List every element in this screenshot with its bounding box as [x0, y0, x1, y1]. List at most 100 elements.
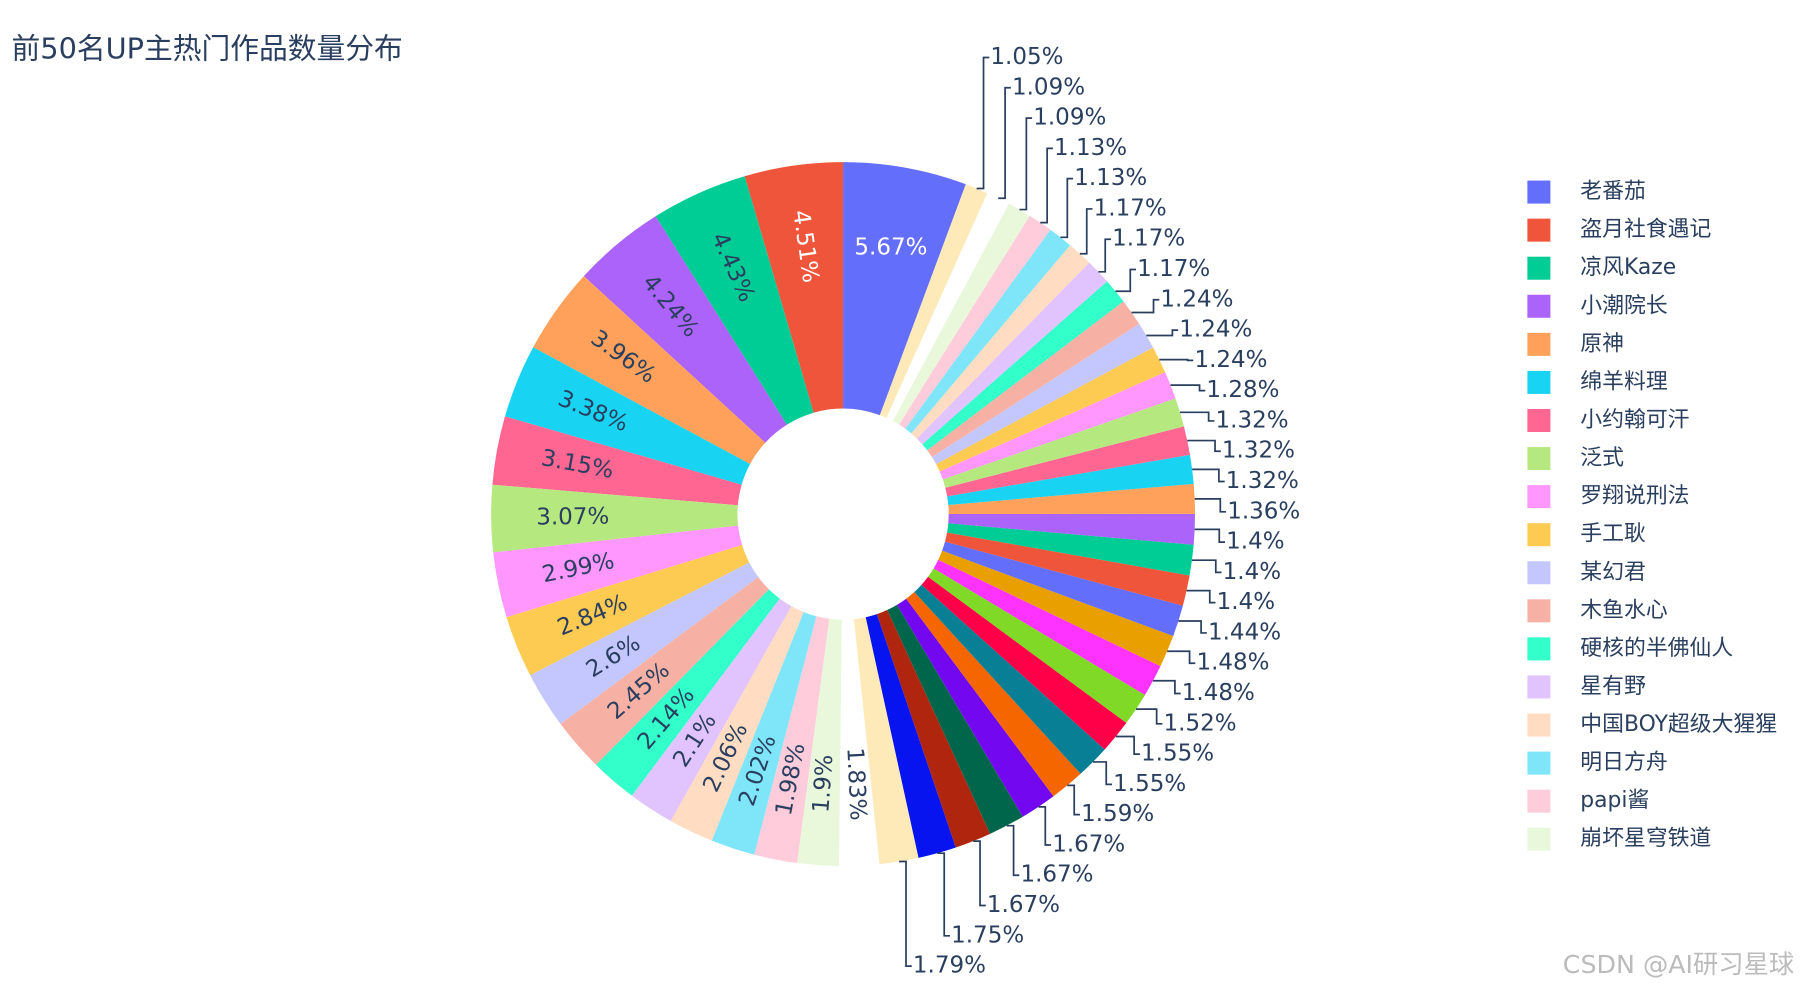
watermark: CSDN @AI研习星球 [1563, 950, 1794, 979]
legend-swatch [1527, 408, 1551, 432]
slice [886, 193, 1009, 421]
legend-swatch [1527, 256, 1551, 280]
slice [631, 598, 792, 822]
value-label: 1.05% [990, 44, 1063, 70]
legend-label: 星有野 [1580, 674, 1646, 699]
slice [491, 484, 739, 553]
slice [939, 372, 1176, 480]
slice [754, 616, 830, 864]
slice [928, 568, 1145, 723]
slice [931, 323, 1154, 465]
legend-label: 绵羊料理 [1580, 369, 1668, 394]
legend-swatch [1527, 180, 1551, 204]
value-label: 1.32% [1222, 438, 1295, 464]
slice [921, 576, 1127, 750]
slice [927, 301, 1140, 458]
slice [839, 619, 880, 867]
value-label: 1.13% [1074, 165, 1147, 191]
slice [879, 184, 988, 418]
slice [530, 562, 759, 724]
legend-label: 盗月社食遇记 [1580, 217, 1711, 242]
value-label: 1.32% [1226, 468, 1299, 494]
legend-label: 小约翰可汗 [1580, 407, 1689, 432]
legend-label: 泛式 [1580, 446, 1624, 471]
value-label: 1.67% [1020, 862, 1093, 888]
slice [711, 612, 817, 855]
slice [905, 229, 1071, 434]
value-label: 1.4% [1223, 559, 1281, 585]
value-label: 1.9% [808, 754, 838, 814]
leader-line [1179, 411, 1215, 422]
slice [947, 454, 1194, 506]
legend-swatch [1527, 599, 1551, 623]
leader-line [1115, 268, 1137, 293]
slice [506, 545, 750, 676]
value-label: 1.83% [841, 747, 870, 821]
legend-label: 老番茄 [1580, 179, 1646, 204]
legend-label: 硬核的半佛仙人 [1580, 636, 1733, 661]
leader-line [1131, 298, 1160, 314]
value-label: 1.17% [1137, 256, 1210, 282]
leader-line [1040, 147, 1053, 224]
legend-label: 中国BOY超级大猩猩 [1580, 712, 1777, 737]
legend-label: 明日方舟 [1580, 750, 1667, 775]
value-label: 1.4% [1217, 589, 1275, 615]
slice [922, 281, 1124, 451]
legend-label: 小潮院长 [1580, 293, 1668, 318]
leader-line [1092, 761, 1112, 786]
leader-line [1187, 439, 1221, 453]
leader-line [1186, 589, 1216, 604]
value-label: 1.28% [1206, 377, 1279, 403]
slice [887, 604, 1023, 834]
slice [492, 416, 742, 506]
leader-line [1191, 559, 1222, 574]
leader-line [1115, 735, 1140, 755]
legend-swatch [1527, 485, 1551, 509]
leader-line [1167, 650, 1196, 665]
value-label: 1.13% [1054, 135, 1127, 161]
slice [938, 550, 1174, 667]
value-label: 1.24% [1160, 286, 1233, 312]
value-label: 1.75% [951, 922, 1024, 948]
value-label: 1.52% [1164, 710, 1237, 736]
legend-swatch [1527, 561, 1551, 585]
slice [916, 262, 1108, 445]
legend-swatch [1527, 827, 1551, 851]
slice [655, 176, 814, 425]
leader-line [1194, 528, 1226, 543]
value-label: 1.36% [1227, 498, 1300, 524]
legend-label: 凉风Kaze [1580, 255, 1676, 280]
leader-line [1079, 208, 1093, 255]
leader-line [1098, 238, 1111, 273]
slice [947, 523, 1194, 576]
value-label: 1.48% [1182, 680, 1255, 706]
slice [670, 606, 804, 841]
slice [896, 598, 1054, 817]
leader-line [899, 860, 912, 967]
leader-line [976, 56, 990, 190]
slice [797, 618, 842, 867]
leader-line [1060, 177, 1074, 239]
slice [533, 276, 766, 465]
legend-swatch [1527, 751, 1551, 775]
leader-line [998, 86, 1011, 200]
value-label: 1.24% [1179, 317, 1252, 343]
slice [914, 584, 1105, 774]
slice [948, 513, 1196, 545]
value-label: 1.48% [1196, 650, 1269, 676]
value-label: 3.07% [536, 504, 609, 531]
value-label: 1.32% [1216, 407, 1289, 433]
leader-line [1194, 497, 1227, 513]
value-label: 1.79% [913, 953, 986, 979]
value-label: 1.67% [987, 892, 1060, 918]
slice [865, 614, 956, 858]
slice [945, 532, 1190, 606]
legend-swatch [1527, 332, 1551, 356]
leader-line [1192, 468, 1225, 483]
slice [596, 589, 780, 796]
slice [493, 525, 743, 618]
slice [899, 215, 1051, 429]
leader-line [1006, 824, 1020, 877]
slice [560, 577, 769, 765]
